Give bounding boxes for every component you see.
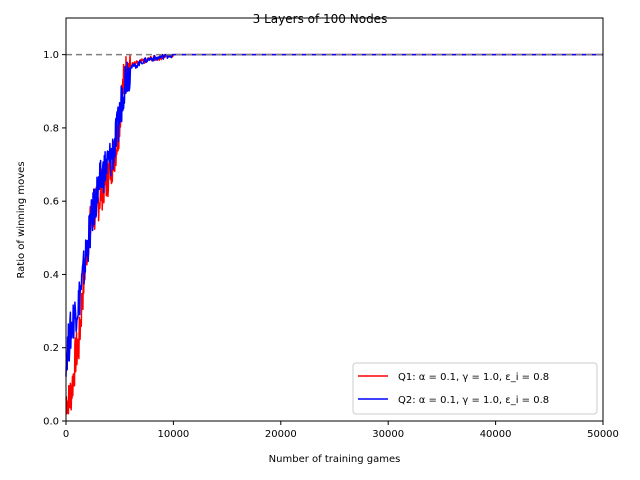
axes-frame — [65, 17, 604, 422]
y-tick-label: 0.6 — [43, 197, 59, 208]
y-tick-label: 0.8 — [43, 123, 59, 134]
legend-frame — [352, 362, 598, 415]
series-line-1 — [65, 53, 603, 415]
x-tick-label: 0 — [63, 429, 69, 440]
x-tick-label: 10000 — [157, 429, 189, 440]
legend: Q1: α = 0.1, γ = 1.0, ε_i = 0.8 Q2: α = … — [352, 362, 598, 415]
y-axis-label: Ratio of winning moves — [16, 161, 27, 278]
y-tick-label: 0.0 — [43, 417, 59, 428]
x-tick-label: 40000 — [480, 429, 512, 440]
y-tick-label: 0.2 — [43, 343, 59, 354]
x-tick-label: 50000 — [587, 429, 619, 440]
x-tick-label: 30000 — [372, 429, 404, 440]
x-axis-label: Number of training games — [269, 454, 401, 465]
legend-label-q1: Q1: α = 0.1, γ = 1.0, ε_i = 0.8 — [398, 372, 549, 383]
y-tick-label: 1.0 — [43, 50, 59, 61]
x-tick-label: 20000 — [265, 429, 297, 440]
chart-title: 3 Layers of 100 Nodes — [253, 12, 388, 26]
plot-area — [65, 53, 603, 415]
series-line-2 — [65, 53, 603, 377]
axes: 0 10000 20000 30000 40000 50000 0.0 0.2 0.4 0.6 0.… — [43, 17, 619, 440]
y-tick-label: 0.4 — [43, 270, 59, 281]
legend-label-q2: Q2: α = 0.1, γ = 1.0, ε_i = 0.8 — [398, 395, 549, 406]
